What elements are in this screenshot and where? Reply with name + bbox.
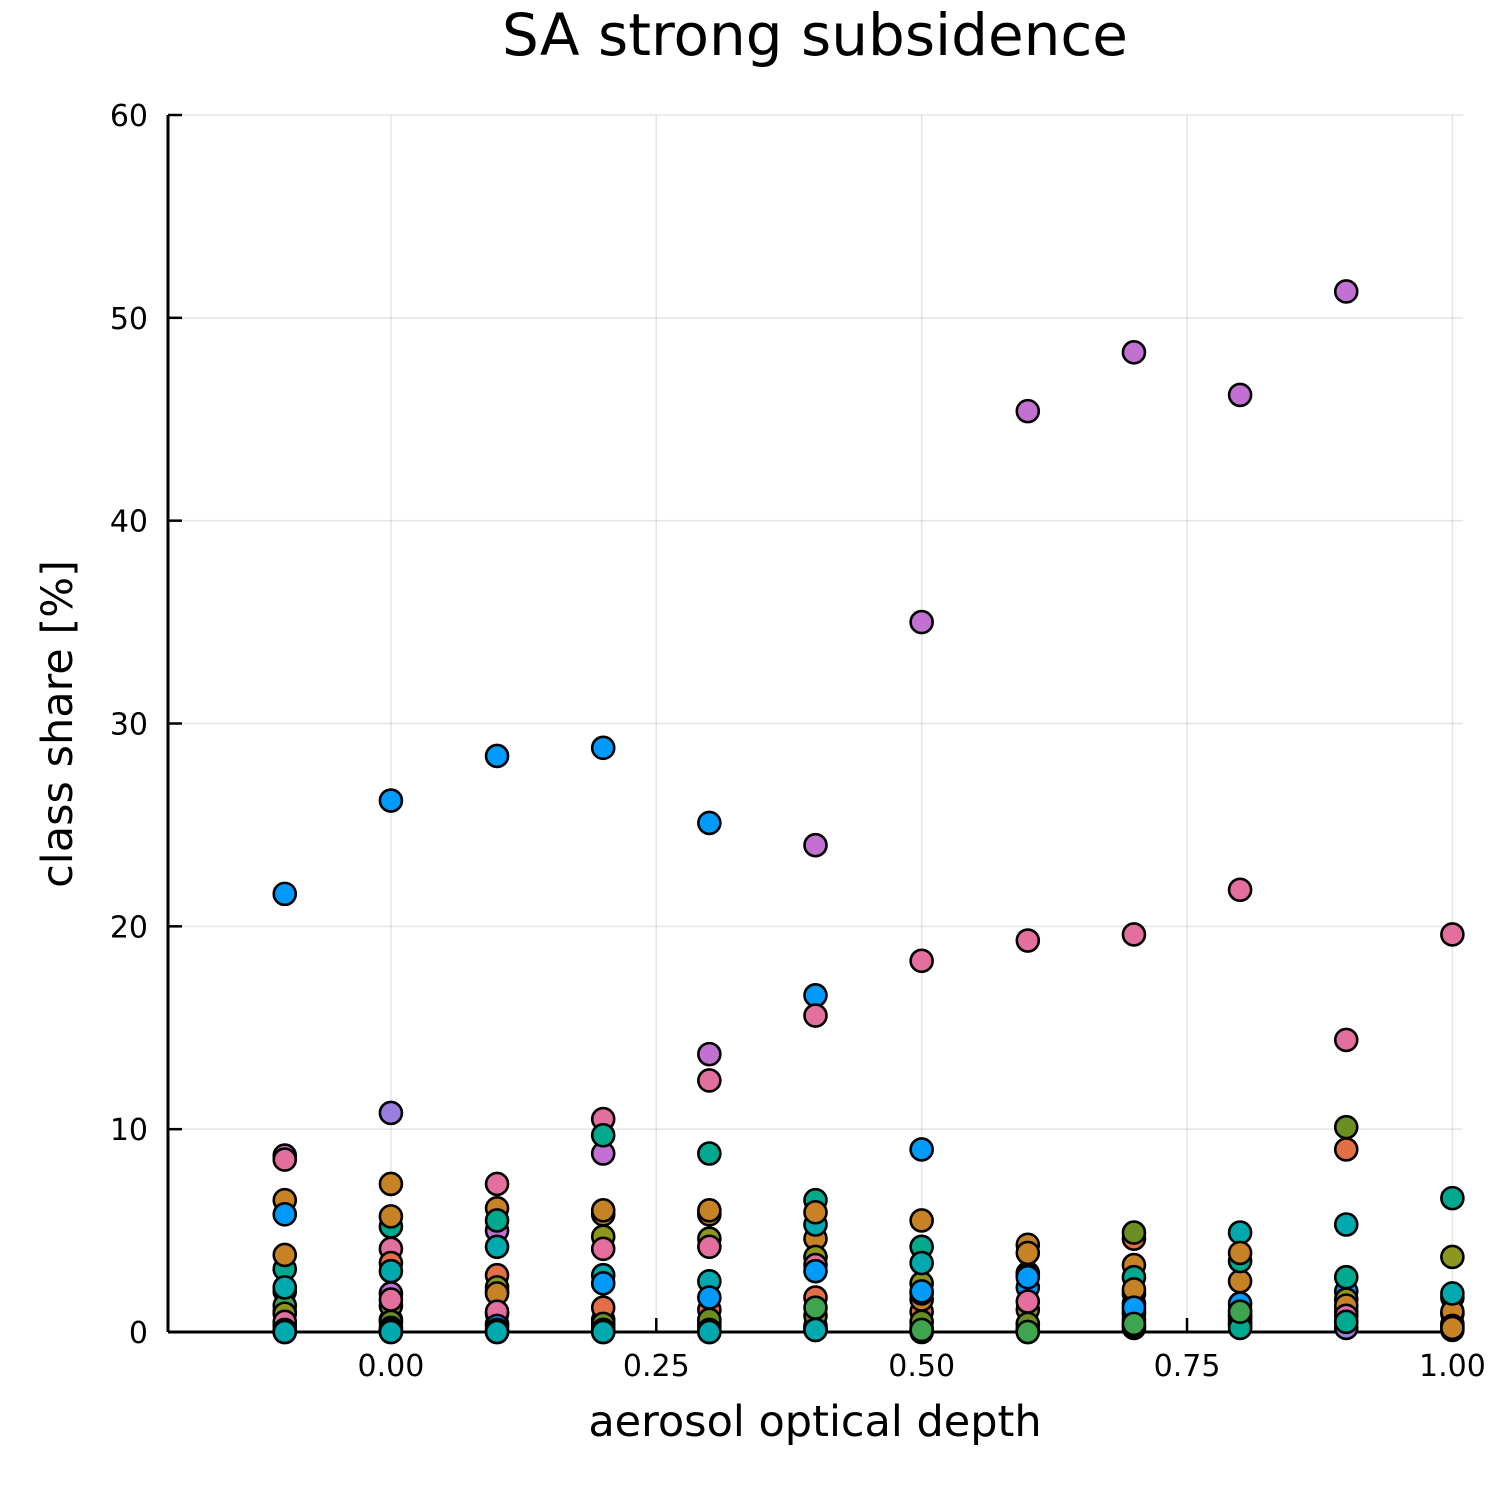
chart-title: SA strong subsidence bbox=[502, 1, 1128, 69]
data-point bbox=[1440, 1281, 1465, 1306]
data-point bbox=[484, 1234, 510, 1260]
data-point bbox=[1333, 1114, 1359, 1140]
data-point bbox=[1333, 1027, 1359, 1053]
data-point bbox=[1015, 1264, 1041, 1290]
data-point bbox=[272, 1275, 298, 1300]
data-point bbox=[1440, 1244, 1465, 1270]
data-point bbox=[1121, 340, 1147, 365]
data-point bbox=[909, 1208, 934, 1233]
y-axis-label: class share [%] bbox=[33, 560, 83, 888]
x-tick-label: 0.25 bbox=[623, 1349, 690, 1384]
data-point bbox=[1227, 1220, 1253, 1245]
data-point bbox=[803, 982, 828, 1008]
data-point bbox=[1121, 922, 1147, 947]
data-point bbox=[1015, 398, 1041, 424]
data-point bbox=[803, 1258, 828, 1284]
x-tick-label: 0.50 bbox=[888, 1349, 955, 1384]
data-point bbox=[272, 1319, 298, 1345]
data-point bbox=[590, 1319, 616, 1345]
y-tick-label: 20 bbox=[110, 910, 148, 945]
data-point bbox=[1227, 1240, 1253, 1266]
data-point bbox=[378, 1319, 404, 1345]
y-tick-label: 0 bbox=[129, 1316, 148, 1351]
data-point bbox=[803, 1317, 828, 1343]
data-point bbox=[272, 1202, 298, 1227]
data-point bbox=[272, 1242, 298, 1268]
tick-labels: 0.00 0.25 0.50 0.75 1.00 0 10 20 30 40 50 60 bbox=[110, 99, 1486, 1384]
data-point bbox=[697, 1041, 722, 1067]
x-tick-label: 1.00 bbox=[1419, 1349, 1486, 1384]
data-point bbox=[1227, 877, 1253, 903]
data-point bbox=[909, 1137, 934, 1162]
data-point bbox=[697, 1319, 722, 1345]
data-point bbox=[590, 1198, 616, 1223]
data-point bbox=[909, 1279, 934, 1304]
data-point bbox=[1440, 922, 1465, 947]
data-point bbox=[484, 1171, 510, 1197]
data-point bbox=[484, 1319, 510, 1345]
data-point bbox=[378, 1287, 404, 1312]
y-tick-label: 60 bbox=[110, 99, 148, 134]
data-points bbox=[272, 279, 1465, 1345]
y-tick-label: 10 bbox=[110, 1113, 148, 1148]
data-point bbox=[1015, 928, 1041, 953]
data-point bbox=[1333, 1137, 1359, 1162]
x-tick-label: 0.00 bbox=[358, 1349, 425, 1384]
data-point bbox=[1333, 1264, 1359, 1290]
data-point bbox=[1333, 1309, 1359, 1335]
data-point bbox=[272, 1147, 298, 1172]
y-tick-label: 40 bbox=[110, 505, 148, 540]
series-16 bbox=[272, 1317, 828, 1345]
data-point bbox=[1227, 1268, 1253, 1294]
data-point bbox=[697, 810, 722, 836]
data-point bbox=[378, 1171, 404, 1197]
data-point bbox=[1227, 382, 1253, 408]
data-point bbox=[484, 743, 510, 769]
data-point bbox=[1121, 1311, 1147, 1337]
data-point bbox=[378, 788, 404, 813]
data-point bbox=[1440, 1185, 1465, 1211]
data-point bbox=[909, 948, 934, 974]
data-point bbox=[378, 1204, 404, 1229]
data-point bbox=[1333, 279, 1359, 304]
data-point bbox=[1015, 1240, 1041, 1266]
data-point bbox=[1440, 1315, 1465, 1341]
data-point bbox=[803, 832, 828, 858]
x-axis-label: aerosol optical depth bbox=[588, 1397, 1041, 1447]
data-point bbox=[484, 1208, 510, 1233]
data-point bbox=[803, 1295, 828, 1320]
data-point bbox=[1121, 1220, 1147, 1245]
data-point bbox=[909, 609, 934, 635]
y-tick-label: 50 bbox=[110, 302, 148, 337]
data-point bbox=[1015, 1319, 1041, 1345]
data-point bbox=[590, 1236, 616, 1262]
data-point bbox=[590, 1122, 616, 1148]
data-point bbox=[590, 735, 616, 761]
x-tick-label: 0.75 bbox=[1154, 1349, 1221, 1384]
data-point bbox=[378, 1100, 404, 1126]
data-point bbox=[697, 1068, 722, 1093]
data-point bbox=[378, 1258, 404, 1284]
data-point bbox=[1015, 1289, 1041, 1314]
data-point bbox=[803, 1003, 828, 1028]
data-point bbox=[697, 1198, 722, 1223]
data-point bbox=[590, 1271, 616, 1296]
y-tick-label: 30 bbox=[110, 708, 148, 743]
data-point bbox=[697, 1285, 722, 1310]
data-point bbox=[803, 1200, 828, 1225]
data-point bbox=[909, 1317, 934, 1343]
data-point bbox=[697, 1234, 722, 1260]
data-point bbox=[697, 1141, 722, 1166]
data-point bbox=[1227, 1299, 1253, 1325]
data-point bbox=[272, 881, 298, 907]
data-point bbox=[909, 1250, 934, 1276]
data-point bbox=[1333, 1212, 1359, 1237]
